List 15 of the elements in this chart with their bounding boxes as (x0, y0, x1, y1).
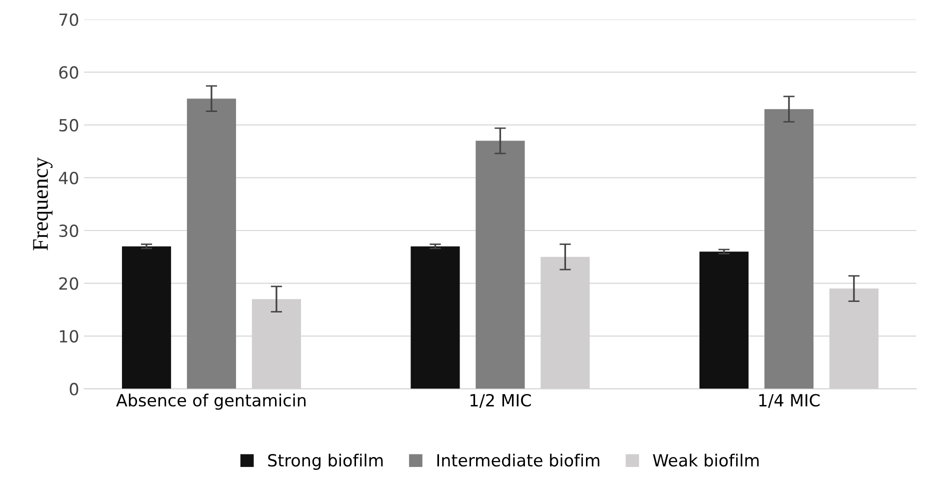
legend-label: Intermediate biofim (437, 454, 600, 467)
y-tick-label: 0 (70, 382, 78, 396)
x-tick-label: 1/2 MIC (470, 394, 531, 408)
y-tick-label: 70 (59, 13, 78, 26)
legend-label: Strong biofilm (268, 454, 383, 470)
x-tick-label: 1/4 MIC (759, 394, 820, 408)
y-tick-label: 60 (59, 66, 78, 79)
y-axis-title: Frequency (33, 157, 53, 250)
x-tick-label: Absence of gentamicin (116, 394, 306, 410)
y-tick-label: 30 (59, 224, 78, 238)
y-tick-label: 10 (60, 330, 78, 343)
y-tick-label: 40 (58, 172, 78, 184)
legend-label: Weak biofilm (652, 454, 759, 467)
y-tick-label: 20 (59, 277, 78, 290)
y-tick-label: 50 (59, 118, 78, 132)
